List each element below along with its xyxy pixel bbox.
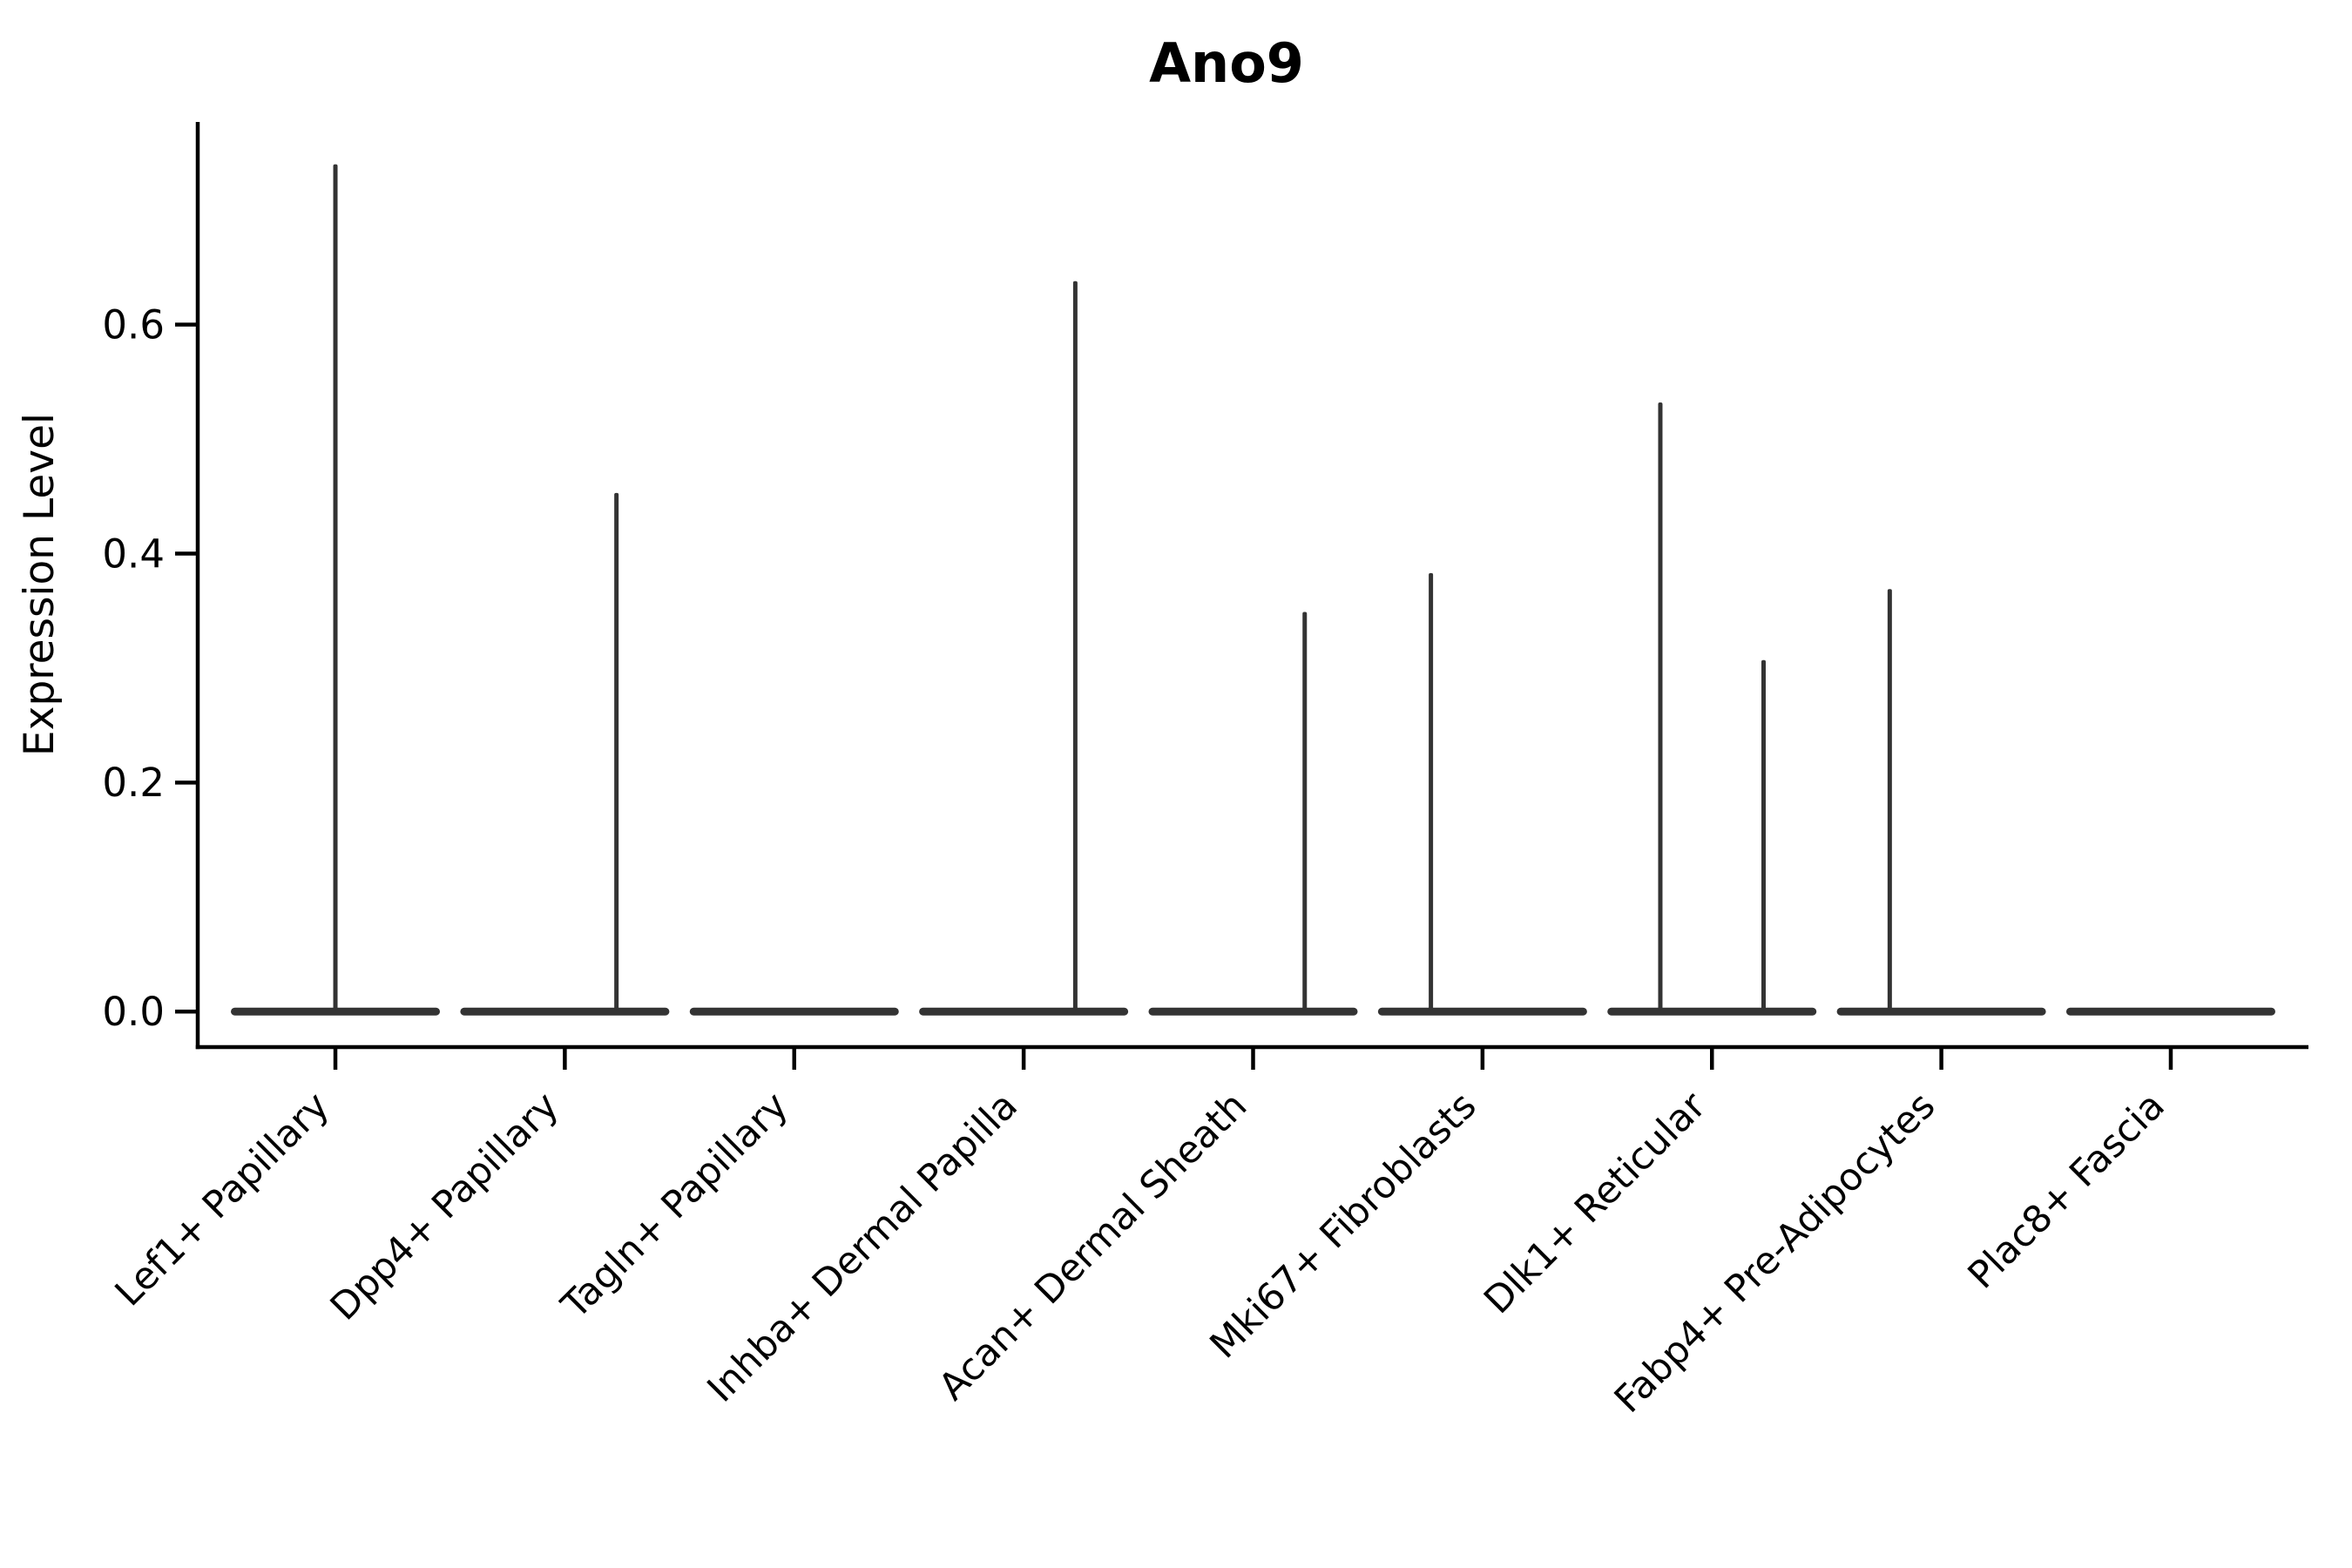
violin-spike <box>1429 572 1434 1010</box>
x-tick-label: Mki67+ Fibroblasts <box>1202 1084 1485 1367</box>
violin-spike <box>1072 280 1078 1010</box>
violin-body <box>689 1007 899 1016</box>
violin-body <box>919 1007 1129 1016</box>
x-tick-label: Tagln+ Papillary <box>553 1084 797 1328</box>
violin-spike <box>1658 402 1663 1010</box>
violin-spike <box>1302 612 1308 1010</box>
violin-body <box>1148 1007 1358 1016</box>
violin-body <box>460 1007 670 1016</box>
y-tick-label: 0.0 <box>102 989 165 1035</box>
y-tick-label: 0.4 <box>102 531 165 577</box>
violin-spike <box>1761 659 1766 1010</box>
y-axis-label: Expression Level <box>16 412 64 757</box>
x-tick-label: Lef1+ Papillary <box>107 1084 338 1315</box>
violin-spike <box>1887 589 1892 1010</box>
violin-spike <box>333 164 338 1010</box>
violin-body <box>2065 1007 2275 1016</box>
y-tick-label: 0.2 <box>102 760 165 806</box>
violin-body <box>1607 1007 1817 1016</box>
plot-title: Ano9 <box>1149 31 1304 95</box>
violin-body <box>1836 1007 2046 1016</box>
x-tick-label: Plac8+ Fascia <box>1960 1084 2173 1297</box>
violin-spike <box>614 492 619 1010</box>
x-tick-label: Dlk1+ Reticular <box>1476 1084 1714 1322</box>
violin-body <box>1377 1007 1587 1016</box>
x-tick-label: Dpp4+ Papillary <box>322 1084 567 1328</box>
y-tick-label: 0.6 <box>102 301 165 348</box>
violin-body <box>231 1007 441 1016</box>
